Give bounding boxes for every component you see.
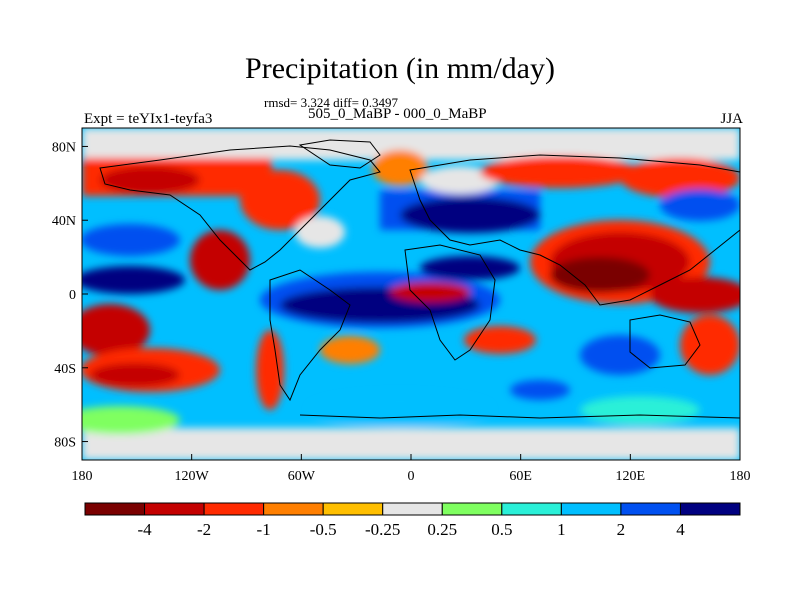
colorbar-swatch — [84, 502, 146, 516]
latitude-axis: 80N 40N 0 40S 80S — [52, 140, 88, 451]
colorbar-label: -1 — [257, 520, 271, 539]
lat-tick-label: 40S — [54, 362, 76, 377]
colorbar-label: -2 — [197, 520, 211, 539]
lon-tick-label: 60E — [509, 469, 532, 484]
season-label: JJA — [720, 111, 743, 127]
lat-tick-label: 0 — [69, 288, 76, 303]
colorbar-swatch — [441, 502, 503, 516]
colorbar-swatch — [679, 502, 741, 516]
colorbar-label: 1 — [557, 520, 566, 539]
colorbar-swatch — [263, 502, 324, 516]
lon-tick-label: 60W — [288, 469, 316, 484]
lon-tick-label: 0 — [408, 469, 415, 484]
colorbar-swatch — [203, 502, 265, 516]
lat-tick-label: 40N — [52, 214, 76, 229]
colorbar-swatch — [322, 502, 384, 516]
colorbar-label: 2 — [617, 520, 626, 539]
lon-tick-label: 180 — [730, 469, 751, 484]
continent-outlines — [99, 139, 740, 419]
lon-tick-label: 120W — [175, 469, 210, 484]
colorbar-swatch — [382, 502, 443, 516]
comparison-label: 505_0_MaBP - 000_0_MaBP — [308, 106, 487, 122]
lat-tick-label: 80N — [52, 140, 76, 155]
lon-tick-label: 180 — [72, 469, 93, 484]
precipitation-field — [82, 128, 740, 460]
colorbar-swatch — [620, 502, 681, 516]
longitude-axis: 180 120W 60W 0 60E 120E 180 — [72, 454, 751, 484]
colorbar-label: -0.5 — [310, 520, 337, 539]
colorbar-swatch — [501, 502, 562, 516]
lon-tick-label: 120E — [616, 469, 646, 484]
colorbar: -4 -2 -1 -0.5 -0.25 0.25 0.5 1 2 4 — [84, 502, 741, 539]
map-title: Precipitation (in mm/day) — [245, 52, 555, 85]
colorbar-label: 0.25 — [427, 520, 457, 539]
experiment-label: Expt = teYIx1-teyfa3 — [84, 111, 213, 127]
statistics-label: rmsd= 3.324 diff= 0.3497 — [264, 95, 398, 110]
lat-tick-label: 80S — [54, 436, 76, 451]
colorbar-label: 4 — [676, 520, 685, 539]
colorbar-label: -4 — [137, 520, 152, 539]
colorbar-swatch — [144, 502, 205, 516]
colorbar-label: 0.5 — [491, 520, 512, 539]
colorbar-label: -0.25 — [365, 520, 400, 539]
colorbar-swatch — [560, 502, 622, 516]
